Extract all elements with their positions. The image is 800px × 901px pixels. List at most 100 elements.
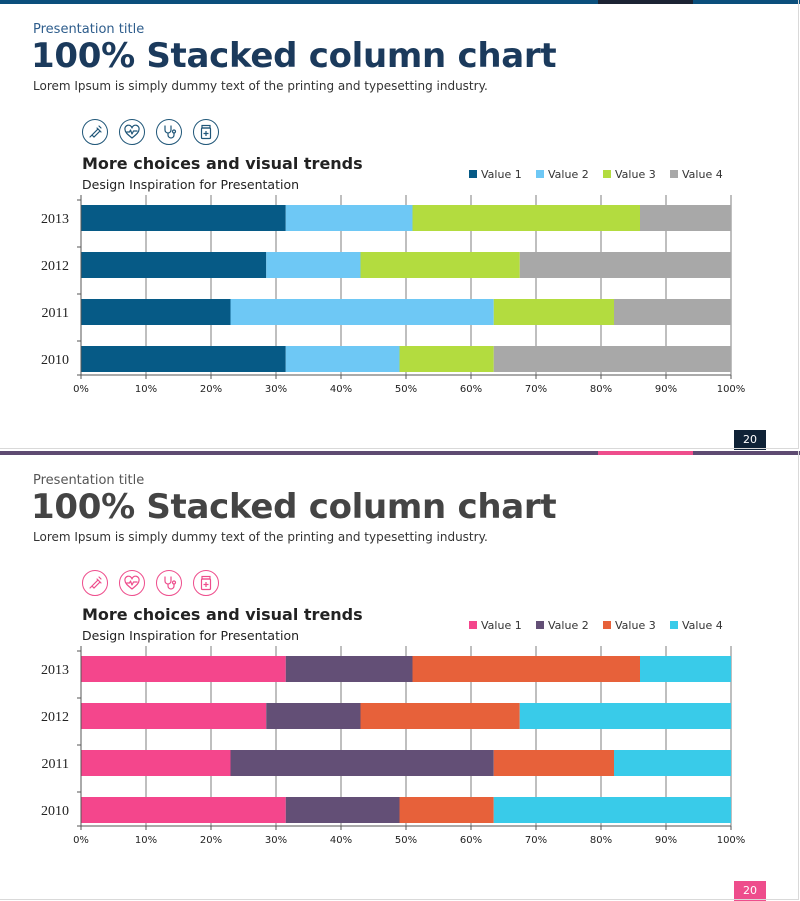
bar-segment bbox=[81, 252, 267, 278]
x-tick-label: 10% bbox=[135, 384, 157, 395]
legend-label: Value 2 bbox=[548, 168, 589, 181]
page-number-badge: 20 bbox=[734, 430, 766, 450]
category-label: 2010 bbox=[41, 804, 69, 819]
bar-segment bbox=[285, 346, 400, 372]
bar-segment bbox=[519, 703, 731, 729]
bar-segment bbox=[360, 252, 520, 278]
x-tick-label: 50% bbox=[395, 384, 417, 395]
top-accent-bar bbox=[0, 451, 800, 455]
x-tick-label: 30% bbox=[265, 384, 287, 395]
legend-label: Value 2 bbox=[548, 619, 589, 632]
x-tick-label: 70% bbox=[525, 384, 547, 395]
bar-segment bbox=[640, 656, 731, 682]
legend-swatch bbox=[603, 621, 611, 629]
bar-segment bbox=[493, 346, 731, 372]
x-tick-label: 60% bbox=[460, 384, 482, 395]
bar-segment bbox=[412, 656, 640, 682]
x-tick-label: 90% bbox=[655, 835, 677, 846]
bar-segment bbox=[285, 797, 400, 823]
bar-segment bbox=[266, 703, 361, 729]
chart-subtitle: Design Inspiration for Presentation bbox=[82, 177, 300, 192]
x-tick-label: 20% bbox=[200, 384, 222, 395]
legend-label: Value 1 bbox=[481, 168, 522, 181]
category-label: 2010 bbox=[41, 353, 69, 368]
x-tick-label: 100% bbox=[717, 384, 746, 395]
x-tick-label: 90% bbox=[655, 384, 677, 395]
bar-segment bbox=[493, 299, 614, 325]
top-accent-bar bbox=[0, 0, 800, 4]
medicine-bottle-icon bbox=[193, 570, 219, 596]
bar-segment bbox=[285, 656, 413, 682]
bar-segment bbox=[360, 703, 520, 729]
bar-segment bbox=[266, 252, 361, 278]
bar-segment bbox=[614, 750, 731, 776]
bar-segment bbox=[640, 205, 731, 231]
legend-item-value-3: Value 3 bbox=[603, 168, 656, 182]
heart-pulse-icon bbox=[119, 570, 145, 596]
legend-swatch bbox=[536, 621, 544, 629]
x-tick-label: 0% bbox=[73, 384, 89, 395]
syringe-icon bbox=[82, 570, 108, 596]
page-subtitle: Lorem Ipsum is simply dummy text of the … bbox=[33, 79, 488, 93]
category-label: 2012 bbox=[41, 710, 69, 725]
bar-segment bbox=[412, 205, 640, 231]
top-bar-main bbox=[0, 0, 800, 4]
stethoscope-icon bbox=[156, 570, 182, 596]
bar-segment bbox=[493, 750, 614, 776]
legend-swatch bbox=[603, 170, 611, 178]
stacked-bar-chart: 2013 2012 2011 2010 0% 10% 20% 30% 40% 50% 60% 70% 8… bbox=[41, 195, 746, 395]
bar-segment bbox=[81, 205, 286, 231]
legend-item-value-4: Value 4 bbox=[670, 168, 723, 182]
bar-segment bbox=[230, 750, 494, 776]
x-tick-label: 60% bbox=[460, 835, 482, 846]
legend-label: Value 1 bbox=[481, 619, 522, 632]
bar-segment bbox=[81, 656, 286, 682]
x-tick-label: 30% bbox=[265, 835, 287, 846]
bar-segment bbox=[81, 797, 286, 823]
legend-label: Value 4 bbox=[682, 619, 723, 632]
bar-segment bbox=[399, 346, 494, 372]
legend-item-value-2: Value 2 bbox=[536, 619, 589, 633]
stethoscope-icon bbox=[156, 119, 182, 145]
legend-swatch bbox=[670, 170, 678, 178]
chart-subtitle: Design Inspiration for Presentation bbox=[82, 628, 300, 643]
x-tick-label: 40% bbox=[330, 384, 352, 395]
bar-segment bbox=[285, 205, 413, 231]
bar-segment bbox=[81, 299, 231, 325]
medicine-bottle-icon bbox=[193, 119, 219, 145]
category-label: 2011 bbox=[42, 306, 69, 321]
bar-segment bbox=[81, 346, 286, 372]
stacked-bar-chart: 2013 2012 2011 2010 0% 10% 20% 30% 40% 50% 60% 70% 8… bbox=[41, 646, 746, 846]
legend-label: Value 3 bbox=[615, 168, 656, 181]
category-label: 2013 bbox=[41, 212, 69, 227]
page-title: 100% Stacked column chart bbox=[31, 487, 557, 527]
top-bar-segment bbox=[598, 0, 693, 4]
top-bar-segment bbox=[598, 451, 693, 455]
chart-title: More choices and visual trends bbox=[82, 154, 363, 173]
chart-title: More choices and visual trends bbox=[82, 605, 363, 624]
legend-item-value-3: Value 3 bbox=[603, 619, 656, 633]
legend-item-value-2: Value 2 bbox=[536, 168, 589, 182]
x-tick-label: 40% bbox=[330, 835, 352, 846]
x-tick-label: 100% bbox=[717, 835, 746, 846]
bar-segment bbox=[493, 797, 731, 823]
category-label: 2013 bbox=[41, 663, 69, 678]
slide-pink: Presentation title 100% Stacked column c… bbox=[0, 451, 800, 901]
x-tick-label: 10% bbox=[135, 835, 157, 846]
page-number-badge: 20 bbox=[734, 881, 766, 901]
syringe-icon bbox=[82, 119, 108, 145]
legend-label: Value 3 bbox=[615, 619, 656, 632]
bar-segment bbox=[230, 299, 494, 325]
page-title: 100% Stacked column chart bbox=[31, 36, 557, 76]
presentation-title: Presentation title bbox=[33, 22, 145, 37]
x-tick-label: 80% bbox=[590, 384, 612, 395]
category-label: 2011 bbox=[42, 757, 69, 772]
bar-segment bbox=[81, 750, 231, 776]
x-tick-label: 50% bbox=[395, 835, 417, 846]
bar-segment bbox=[399, 797, 494, 823]
page-subtitle: Lorem Ipsum is simply dummy text of the … bbox=[33, 530, 488, 544]
category-label: 2012 bbox=[41, 259, 69, 274]
legend-label: Value 4 bbox=[682, 168, 723, 181]
bar-segment bbox=[81, 703, 267, 729]
bar-segment bbox=[519, 252, 731, 278]
